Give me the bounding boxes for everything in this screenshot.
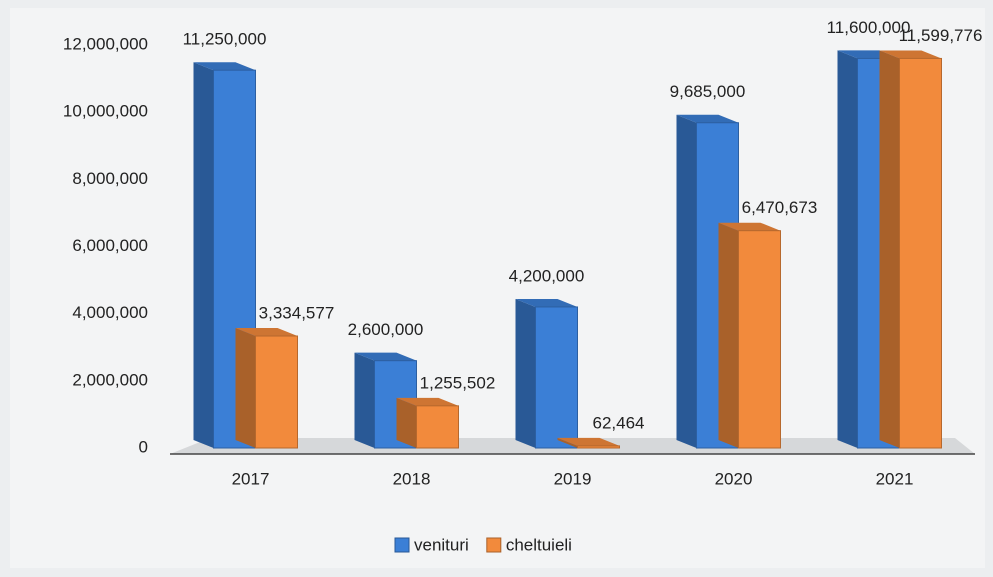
- bar: [235, 328, 298, 449]
- bar-side: [718, 222, 739, 448]
- bar-top: [354, 352, 417, 361]
- bar-side: [396, 397, 417, 448]
- bar-top: [718, 222, 781, 231]
- bar-front: [899, 57, 942, 449]
- bar-front: [255, 335, 298, 449]
- y-tick-label: 0: [139, 437, 148, 456]
- y-tick-label: 10,000,000: [63, 102, 148, 121]
- bar-top: [396, 397, 459, 406]
- data-label: 62,464: [593, 413, 645, 432]
- bar: [557, 437, 620, 449]
- legend-label: cheltuieli: [506, 535, 572, 554]
- x-tick-label: 2018: [393, 469, 431, 488]
- x-tick-label: 2021: [876, 469, 914, 488]
- data-label: 11,599,776: [899, 26, 983, 45]
- y-tick-label: 12,000,000: [63, 34, 148, 53]
- bar-side: [354, 352, 375, 448]
- bar-top: [235, 328, 298, 337]
- bar-front: [535, 306, 578, 449]
- bar-top: [879, 50, 942, 59]
- bar-front: [577, 445, 620, 449]
- data-label: 3,334,577: [259, 303, 335, 322]
- bar-front: [416, 405, 459, 449]
- bar: [718, 222, 781, 449]
- bar: [515, 298, 578, 449]
- bar: [879, 50, 942, 449]
- x-tick-label: 2020: [715, 469, 753, 488]
- bar-side: [235, 328, 256, 448]
- bar-front: [738, 230, 781, 449]
- x-tick-label: 2019: [554, 469, 592, 488]
- bar-side: [676, 114, 697, 448]
- y-tick-label: 8,000,000: [72, 169, 148, 188]
- bar-top: [557, 437, 620, 446]
- bar-top: [193, 62, 256, 71]
- bar-side: [879, 50, 900, 448]
- data-label: 6,470,673: [742, 198, 818, 217]
- bar-side: [557, 437, 578, 448]
- bar: [396, 397, 459, 449]
- bar-side: [837, 50, 858, 448]
- bar-side: [193, 62, 214, 448]
- chart-area: [10, 8, 985, 568]
- legend-swatch: [486, 537, 502, 553]
- bar-side: [515, 298, 536, 448]
- data-label: 2,600,000: [348, 320, 424, 339]
- data-label: 1,255,502: [420, 373, 496, 392]
- bar-top: [676, 114, 739, 123]
- bar-top: [515, 298, 578, 307]
- legend-label: venituri: [414, 535, 469, 554]
- data-label: 9,685,000: [670, 82, 746, 101]
- y-tick-label: 2,000,000: [72, 370, 148, 389]
- legend-swatch: [394, 537, 410, 553]
- data-label: 11,600,000: [827, 18, 911, 37]
- x-tick-label: 2017: [232, 469, 270, 488]
- data-label: 11,250,000: [183, 30, 267, 49]
- y-tick-label: 4,000,000: [72, 303, 148, 322]
- y-tick-label: 6,000,000: [72, 236, 148, 255]
- data-label: 4,200,000: [509, 266, 585, 285]
